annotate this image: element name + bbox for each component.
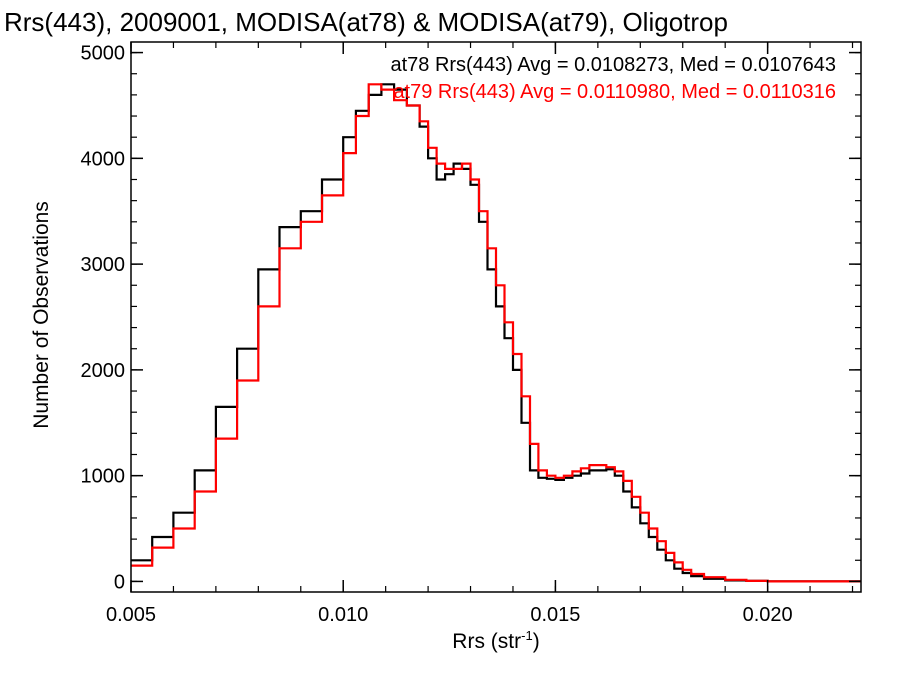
series-layer (131, 83, 861, 583)
x-axis-label: Rrs (str-1) (452, 628, 539, 653)
y-tick-label: 0 (114, 571, 125, 593)
series-line-at79 (131, 83, 861, 583)
series-line-at78 (131, 83, 861, 583)
y-tick-label: 5000 (81, 43, 126, 65)
y-tick-label: 1000 (81, 466, 126, 488)
x-tick-label: 0.010 (318, 604, 368, 626)
legend-entry-at78: at78 Rrs(443) Avg = 0.0108273, Med = 0.0… (390, 54, 836, 76)
y-tick-label: 2000 (81, 360, 126, 382)
plot-frame (130, 41, 862, 593)
x-tick-label: 0.020 (743, 604, 793, 626)
tick-layer: 0.005 0.010 0.015 0.020 0 1000 2000 3000 4000 500… (81, 42, 861, 626)
y-tick-label: 3000 (81, 254, 126, 276)
y-tick-label: 4000 (81, 148, 126, 170)
legend-entry-at79: at79 Rrs(443) Avg = 0.0110980, Med = 0.0… (393, 81, 836, 103)
chart-title: Rrs(443), 2009001, MODISA(at78) & MODISA… (4, 7, 728, 37)
x-tick-label: 0.005 (106, 604, 156, 626)
x-tick-label: 0.015 (530, 604, 580, 626)
y-axis-label: Number of Observations (30, 201, 53, 429)
